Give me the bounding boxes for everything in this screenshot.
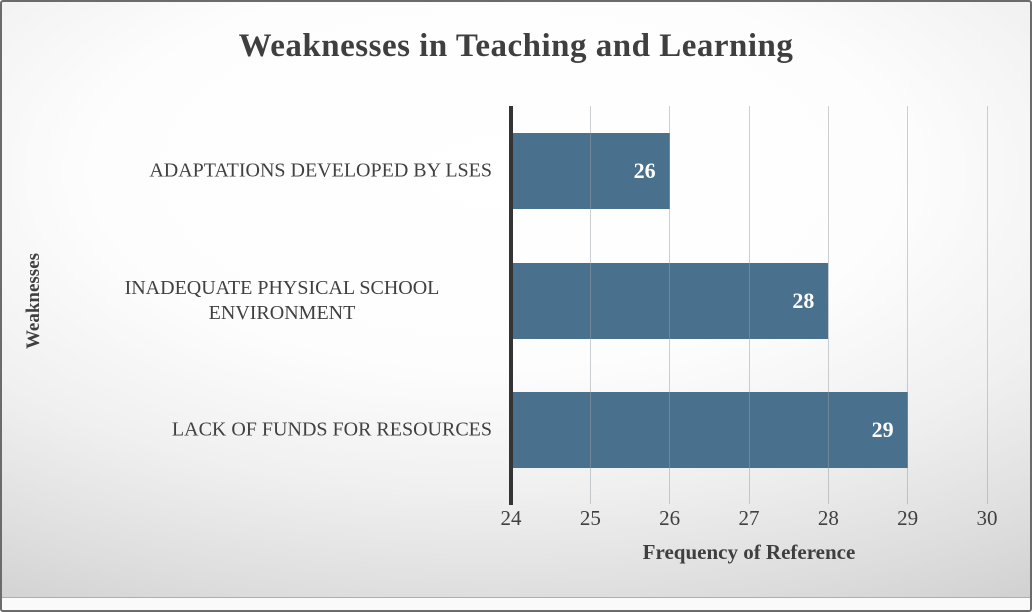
chart-title: Weaknesses in Teaching and Learning: [238, 28, 794, 64]
gridline: [827, 106, 829, 504]
gridline: [669, 106, 671, 504]
x-axis-title: Frequency of Reference: [642, 540, 856, 564]
y-axis-line: [509, 106, 513, 505]
category-label-text: LACK OF FUNDS FOR RESOURCES: [171, 418, 492, 441]
bar: 29: [511, 392, 908, 469]
x-tick-label: 24: [500, 506, 522, 530]
category-labels: ADAPTATIONS DEVELOPED BY LSES INADEQUATE …: [60, 106, 498, 495]
gridline: [748, 106, 750, 504]
gridline: [986, 106, 988, 504]
category-label: LACK OF FUNDS FOR RESOURCES: [54, 418, 492, 443]
category-label-text: ADAPTATIONS DEVELOPED BY LSES: [149, 159, 492, 182]
bar: 28: [511, 262, 829, 339]
slide-bottom-edge: [2, 597, 1030, 610]
gridline: [589, 106, 591, 504]
category-label: INADEQUATE PHYSICAL SCHOOL ENVIRONMENT: [54, 276, 492, 326]
plot-area: 26 28 29: [509, 106, 988, 505]
y-axis-title-text: Weaknesses: [23, 252, 45, 349]
x-tick-label: 29: [897, 506, 919, 530]
category-label: ADAPTATIONS DEVELOPED BY LSES: [54, 158, 492, 183]
x-tick-label: 25: [579, 506, 601, 530]
x-tick-label: 28: [817, 506, 839, 530]
x-tick-label: 30: [976, 506, 998, 530]
category-label-text: INADEQUATE PHYSICAL SCHOOL ENVIRONMENT: [124, 276, 440, 324]
bar-value-label: 26: [633, 157, 656, 183]
x-tick-label: 27: [738, 506, 760, 530]
bar-value-label: 29: [871, 417, 894, 443]
x-axis-ticks: 24 25 26 27 28 29 30: [501, 506, 998, 532]
bar-value-label: 28: [792, 287, 815, 313]
y-axis-title: Weaknesses: [16, 106, 52, 495]
gridline: [907, 106, 909, 504]
bar: 26: [511, 132, 670, 209]
x-tick-label: 26: [659, 506, 681, 530]
